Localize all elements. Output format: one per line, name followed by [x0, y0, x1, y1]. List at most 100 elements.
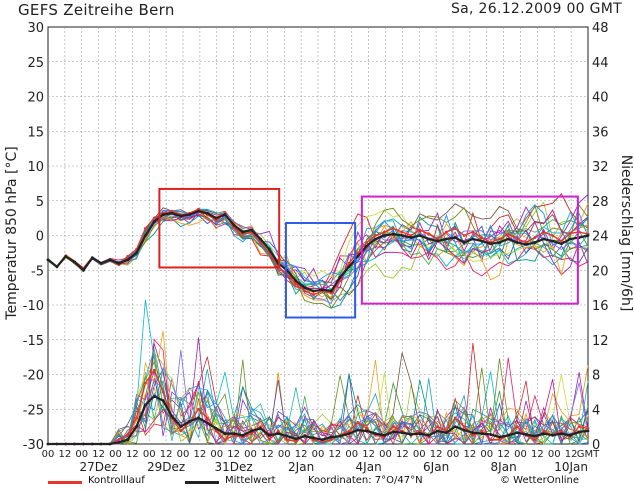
- control-precip-line-point: [489, 438, 493, 442]
- x-hour-label: 12: [464, 449, 477, 460]
- mean-precip-line-point: [480, 432, 484, 435]
- mean-precip-line-point: [241, 433, 245, 437]
- x-hour-label: 12: [92, 449, 105, 460]
- mean-precip-line-point: [223, 432, 227, 435]
- control-temperature-line-point: [542, 230, 546, 234]
- mean-temperature-line: [47, 210, 589, 293]
- mean-temperature-line-point: [427, 237, 431, 241]
- x-hour-label: 00: [480, 449, 493, 460]
- x-hour-label: 12: [194, 449, 207, 460]
- mean-temperature-line-point: [453, 236, 457, 239]
- x-hour-label: 00: [143, 449, 156, 460]
- mean-temperature-line-point: [436, 239, 439, 243]
- member-precip-line: [48, 379, 589, 445]
- mean-precip-line-point: [259, 426, 262, 430]
- member-precip-line: [48, 351, 589, 445]
- control-temperature-line-point: [152, 216, 156, 220]
- x-hour-label: 00: [278, 449, 291, 460]
- mean-temperature-line-point: [117, 261, 121, 265]
- mean-temperature-line-point: [64, 254, 68, 258]
- mean-precip-line-point: [542, 432, 546, 435]
- copyright: © WetterOnline: [500, 475, 579, 486]
- run-timestamp: Sa, 26.12.2009 00 GMT: [450, 1, 622, 17]
- mean-precip-line-point: [205, 421, 209, 425]
- y-right-tick-label: 40: [592, 91, 609, 106]
- mean-temperature-line-point: [506, 237, 510, 241]
- control-precip-line: [48, 368, 589, 445]
- x-hour-label: 12: [227, 449, 240, 460]
- x-hour-label: 12: [126, 449, 139, 460]
- mean-precip-line-point: [188, 420, 192, 423]
- mean-precip-line-point: [276, 432, 280, 435]
- mean-precip-line-point: [294, 437, 298, 441]
- mean-precip-line-point: [489, 433, 493, 436]
- mean-temperature-line-point: [223, 213, 227, 217]
- control-precip-line-point: [560, 429, 563, 433]
- control-temperature-line-point: [382, 230, 386, 234]
- control-temperature-line-point: [241, 232, 245, 236]
- control-temperature-line-point: [312, 293, 315, 296]
- x-hour-label: 12: [329, 449, 342, 460]
- y-tick-label: 10: [27, 160, 44, 175]
- mean-temperature-line-point: [294, 279, 298, 283]
- mean-precip-line-point: [533, 434, 537, 438]
- x-hour-label: 00: [413, 449, 426, 460]
- mean-temperature-line-point: [214, 216, 218, 220]
- mean-temperature-line-point: [347, 265, 351, 269]
- control-precip-line-point: [294, 439, 298, 443]
- x-hour-label: 12: [59, 449, 72, 460]
- mean-precip-line-point: [329, 435, 333, 439]
- control-precip-line-point: [365, 426, 369, 430]
- mean-precip-line-point: [498, 435, 501, 439]
- control-temperature-line-point: [444, 230, 448, 234]
- control-temperature-line-point: [391, 227, 395, 230]
- control-precip-line-point: [179, 429, 183, 433]
- mean-precip-line-point: [312, 436, 315, 440]
- control-temperature-line-point: [400, 230, 404, 234]
- mean-precip-line: [48, 394, 589, 446]
- x-hour-label: 00: [345, 449, 358, 460]
- x-hour-label: 00: [379, 449, 392, 460]
- control-precip-line-point: [285, 438, 289, 442]
- control-precip-line-point: [214, 429, 218, 433]
- y-tick-label: 15: [27, 125, 44, 140]
- mean-temperature-line-point: [533, 241, 537, 244]
- mean-temperature-line-point: [418, 234, 422, 237]
- mean-temperature-line-point: [551, 239, 554, 243]
- y-tick-label: -20: [23, 369, 44, 384]
- y-right-tick-label: 12: [592, 334, 609, 349]
- control-temperature-line-point: [170, 209, 174, 213]
- mean-precip-line-point: [400, 431, 404, 435]
- control-temperature-line-point: [515, 237, 519, 241]
- y-tick-label: 25: [27, 56, 44, 71]
- mean-precip-line-point: [524, 433, 528, 436]
- x-hour-label: 00: [548, 449, 561, 460]
- right-axis-label: Niederschlag [mm/6h]: [618, 154, 634, 312]
- control-swatch: [48, 481, 82, 484]
- x-hour-label: 12: [396, 449, 409, 460]
- mean-temperature-line-point: [374, 237, 377, 241]
- mean-precip-line-point: [126, 438, 130, 442]
- control-temperature-line-point: [551, 234, 554, 237]
- mean-precip-line-point: [179, 425, 183, 429]
- control-precip-line-point: [542, 429, 546, 433]
- mean-temperature-line-point: [90, 256, 94, 260]
- x-hour-label: 00: [75, 449, 88, 460]
- control-temperature-line-point: [356, 251, 360, 255]
- control-temperature-line-point: [143, 227, 147, 230]
- mean-temperature-line-point: [524, 243, 528, 246]
- member-precip-line: [48, 353, 589, 445]
- mean-temperature-line-point: [82, 268, 85, 272]
- mean-temperature-line-point: [409, 236, 413, 239]
- legend-coordinates: Koordinaten: 7°O/47°N: [308, 475, 423, 486]
- mean-temperature-line-point: [267, 248, 271, 251]
- x-hour-label: 12: [531, 449, 544, 460]
- control-temperature-line-point: [471, 230, 475, 234]
- highlight-box-warm: [158, 187, 281, 269]
- control-temperature-line-point: [259, 241, 262, 244]
- mean-precip-line-point: [568, 433, 572, 437]
- y-right-tick-label: 0: [592, 438, 600, 453]
- control-precip-line-point: [135, 416, 138, 420]
- mean-temperature-line-point: [197, 209, 200, 213]
- mean-temperature-line-point: [365, 244, 369, 248]
